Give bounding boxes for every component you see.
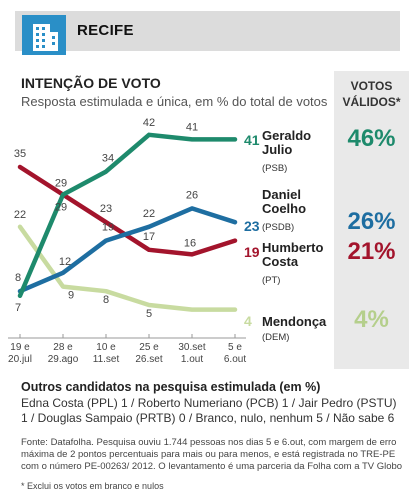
data-label-0-0: 7	[15, 302, 21, 314]
data-label-3-1: 9	[68, 290, 74, 302]
series-name-0-1: Julio	[262, 142, 292, 157]
valid-votes-value-mendonca: 4%	[354, 306, 389, 333]
x-tick-label-2-0: 10 e	[96, 342, 116, 353]
valid-votes-value-daniel: 26%	[347, 208, 396, 235]
valid-votes-title: VOTOS VÁLIDOS*	[342, 79, 401, 109]
series-line-0	[17, 132, 238, 299]
source-note: Fonte: Datafolha. Pesquisa ouviu 1.744 p…	[21, 437, 403, 472]
series-party-0: (PSB)	[262, 163, 287, 174]
data-label-0-2: 34	[102, 153, 114, 165]
data-label-2-2: 23	[100, 203, 112, 215]
data-label-1-1: 12	[59, 256, 71, 268]
city-name: RECIFE	[77, 22, 134, 39]
x-tick-label-4-0: 30.set	[178, 342, 205, 353]
footnote: * Exclui os votos em branco e nulos	[21, 481, 164, 491]
x-tick-label-1-1: 29.ago	[48, 354, 79, 365]
chart-title: INTENÇÃO DE VOTO	[21, 75, 161, 91]
series-name-2-0: Humberto	[262, 240, 323, 255]
end-value-label-2: 19	[244, 244, 260, 260]
data-label-1-4: 26	[186, 189, 198, 201]
data-label-1-2: 19	[102, 222, 114, 234]
x-tick-label-0-0: 19 e	[10, 342, 30, 353]
series-name-2-1: Costa	[262, 254, 299, 269]
x-tick-label-5-1: 6.out	[224, 354, 246, 365]
series-party-1: (PSDB)	[262, 222, 294, 233]
end-value-label-1: 23	[244, 218, 260, 234]
series-name-0-0: Geraldo	[262, 128, 311, 143]
data-label-3-2: 8	[103, 294, 109, 306]
series-name-3-0: Mendonça	[262, 314, 327, 329]
data-label-2-0: 35	[14, 148, 26, 160]
series-party-2: (PT)	[262, 275, 280, 286]
data-label-1-0: 8	[15, 272, 21, 284]
series-line-3	[17, 224, 238, 312]
data-label-3-0: 22	[14, 209, 26, 221]
x-tick-label-3-1: 26.set	[135, 354, 162, 365]
series-party-3: (DEM)	[262, 332, 289, 343]
x-tick-label-0-1: 20.jul	[8, 354, 32, 365]
building-icon	[22, 15, 66, 55]
data-label-2-3: 17	[143, 231, 155, 243]
x-tick-label-1-0: 28 e	[53, 342, 73, 353]
x-tick-label-5-0: 5 e	[228, 342, 242, 353]
x-tick-label-2-1: 11.set	[93, 354, 120, 365]
valid-votes-value-humberto: 21%	[347, 238, 396, 265]
data-label-0-3: 42	[143, 117, 155, 129]
series-name-1-1: Coelho	[262, 201, 306, 216]
data-label-2-4: 16	[184, 237, 196, 249]
data-label-0-4: 41	[186, 121, 198, 133]
vote-intention-chart: 19 e20.jul 28 e29.ago 10 e11.set 25 e26.set…	[8, 117, 327, 365]
end-value-label-0: 41	[244, 132, 260, 148]
valid-votes-panel: VOTOS VÁLIDOS* 46% 26% 21% 4%	[334, 71, 409, 369]
others-text: Edna Costa (PPL) 1 / Roberto Numeriano (…	[21, 396, 397, 425]
x-tick-label-3-0: 25 e	[139, 342, 159, 353]
others-title: Outros candidatos na pesquisa estimulada…	[21, 380, 321, 394]
data-label-2-1: 29	[55, 202, 67, 214]
city-header: RECIFE	[15, 11, 400, 55]
series-line-1	[17, 206, 238, 294]
x-tick-label-4-1: 1.out	[181, 354, 203, 365]
end-value-label-3: 4	[244, 313, 252, 329]
data-label-1-3: 22	[143, 208, 155, 220]
chart-subtitle: Resposta estimulada e única, em % do tot…	[21, 94, 328, 109]
data-label-0-1: 29	[55, 178, 67, 190]
series-name-1-0: Daniel	[262, 187, 301, 202]
valid-votes-value-geraldo: 46%	[347, 125, 396, 152]
data-label-3-3: 5	[146, 308, 152, 320]
